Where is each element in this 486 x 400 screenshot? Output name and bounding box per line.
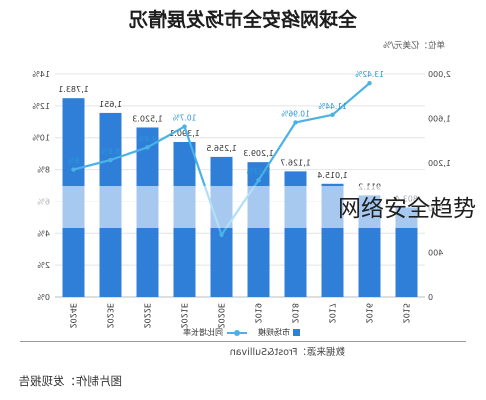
bar-value-label: 1,015.4 <box>317 171 348 180</box>
growth-point <box>293 120 298 125</box>
legend-bar-swatch <box>293 329 300 336</box>
x-axis-tick-label: 2021E <box>180 303 189 328</box>
right-axis-tick-label: 4% <box>37 229 50 238</box>
growth-value-label: 8.6% <box>101 147 120 156</box>
left-axis-tick-label: 400 <box>428 248 443 257</box>
x-axis-tick-label: 2016 <box>365 303 374 323</box>
legend-bar-label: 市场规模 <box>258 328 290 337</box>
growth-value-label: 8% <box>68 157 80 166</box>
watermark-band <box>0 186 486 228</box>
x-axis-tick-label: 2015 <box>402 303 411 323</box>
growth-value-label: 10.96% <box>281 109 310 118</box>
growth-value-label: 7.33% <box>247 167 271 176</box>
footer-divider <box>20 341 466 342</box>
right-axis-tick-label: 0% <box>37 293 50 302</box>
growth-value-label: 10.7% <box>173 114 197 123</box>
bar-value-label: 1,390.1 <box>169 129 200 138</box>
legend-line-swatch <box>227 329 247 336</box>
left-axis-tick-label: 2,000 <box>428 70 451 79</box>
growth-point <box>71 167 76 172</box>
watermark-text: 网络安全趋势 <box>338 196 476 222</box>
growth-point <box>108 157 113 163</box>
growth-point <box>182 124 187 129</box>
growth-point <box>219 232 224 238</box>
x-axis-tick-label: 2018 <box>291 303 300 323</box>
x-axis-tick-label: 2022E <box>143 303 152 328</box>
growth-value-label: 13.42% <box>355 70 384 79</box>
legend: 市场规模 同比增长率 <box>183 327 300 338</box>
right-axis-tick-label: 14% <box>32 70 50 79</box>
legend-line-label: 同比增长率 <box>183 328 223 337</box>
x-axis-tick-label: 2024E <box>69 303 78 328</box>
growth-point <box>330 112 335 117</box>
growth-point <box>367 81 372 86</box>
right-axis-tick-label: 2% <box>37 261 50 270</box>
growth-value-label: 11.44% <box>318 102 347 111</box>
bar-value-label: 1,520.3 <box>132 114 163 123</box>
left-axis-tick-label: 1,200 <box>428 159 451 168</box>
bar-value-label: 1,783.1 <box>58 85 89 94</box>
growth-point <box>256 178 261 183</box>
growth-value-label: 9.4% <box>138 134 157 143</box>
legend-line-dot <box>234 329 240 336</box>
bar-value-label: 1,651 <box>99 100 122 109</box>
bar-value-label: 1,126.7 <box>280 158 311 167</box>
bar-value-label: 1,256.5 <box>206 144 237 153</box>
growth-point <box>145 145 150 150</box>
bar <box>395 207 418 297</box>
source-note: 数据来源：Frost&Sullivan <box>229 347 345 358</box>
bar-value-label: 1,209.3 <box>243 149 274 158</box>
footer-credit: 图片制作：发现报告 <box>18 374 123 388</box>
x-axis-tick-label: 2023E <box>106 303 115 328</box>
right-axis-tick-label: 12% <box>32 102 50 111</box>
x-axis-tick-label: 2020E <box>217 303 226 328</box>
left-axis-tick-label: 0 <box>428 293 433 302</box>
right-axis-tick-label: 10% <box>32 134 50 143</box>
x-axis-tick-label: 2019 <box>254 303 263 323</box>
left-axis-tick-label: 1,600 <box>428 115 451 124</box>
x-axis-tick-label: 2017 <box>328 303 337 323</box>
right-axis-tick-label: 8% <box>37 166 50 175</box>
